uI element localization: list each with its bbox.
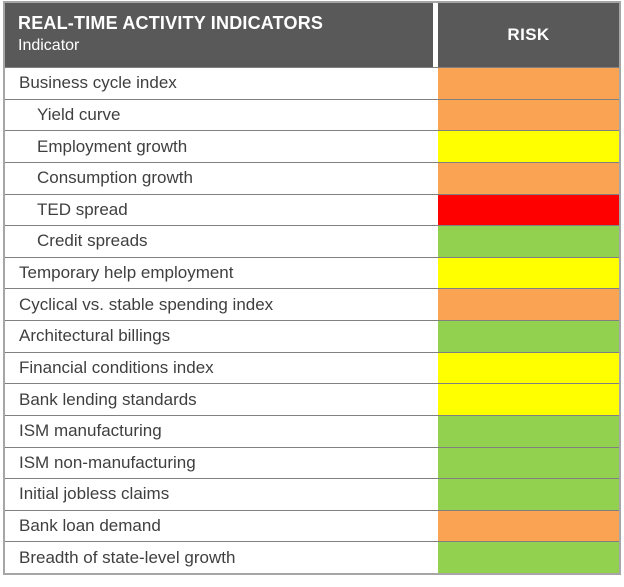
column-divider (433, 3, 438, 67)
column-divider (433, 257, 438, 289)
table-row: Bank lending standards (5, 384, 619, 416)
risk-cell (438, 289, 619, 320)
column-divider (433, 68, 438, 99)
table-row: Consumption growth (5, 162, 619, 195)
table-body: Business cycle index Yield curve Employmen… (5, 68, 619, 573)
risk-cell (438, 542, 619, 573)
indicator-label: Credit spreads (5, 226, 433, 257)
indicator-label: Architectural billings (5, 321, 433, 352)
table-row: Credit spreads (5, 226, 619, 258)
table-row: Bank loan demand (5, 510, 619, 543)
indicator-label: Consumption growth (5, 162, 433, 194)
table-row: ISM manufacturing (5, 415, 619, 448)
risk-cell (438, 352, 619, 384)
indicator-label: Yield curve (5, 99, 433, 131)
indicator-label: Breadth of state-level growth (5, 542, 433, 573)
risk-indicators-table: REAL-TIME ACTIVITY INDICATORS Indicator … (3, 1, 621, 575)
table-row: Yield curve (5, 99, 619, 132)
table-row: Business cycle index (5, 68, 619, 100)
column-divider (433, 289, 438, 320)
risk-cell (438, 479, 619, 510)
column-divider (433, 162, 438, 194)
risk-cell (438, 384, 619, 415)
indicator-label: Business cycle index (5, 68, 433, 99)
risk-cell (438, 415, 619, 447)
table-row: TED spread (5, 194, 619, 227)
column-divider (433, 542, 438, 573)
table-row: Temporary help employment (5, 257, 619, 290)
header-cell-indicator: REAL-TIME ACTIVITY INDICATORS Indicator (5, 3, 433, 67)
column-divider (433, 510, 438, 542)
table-title: REAL-TIME ACTIVITY INDICATORS (18, 13, 324, 33)
column-divider (433, 384, 438, 415)
column-divider (433, 99, 438, 131)
risk-cell (438, 510, 619, 542)
column-divider (433, 226, 438, 257)
column-divider (433, 415, 438, 447)
table-row: Employment growth (5, 131, 619, 163)
risk-cell (438, 162, 619, 194)
indicator-label: Initial jobless claims (5, 479, 433, 510)
risk-cell (438, 99, 619, 131)
indicator-label: Bank loan demand (5, 510, 433, 542)
indicator-label: Temporary help employment (5, 257, 433, 289)
column-divider (433, 321, 438, 352)
column-divider (433, 479, 438, 510)
column-header-risk: RISK (438, 3, 619, 67)
column-divider (433, 131, 438, 162)
indicator-label: ISM manufacturing (5, 415, 433, 447)
column-header-indicator: Indicator (18, 36, 80, 54)
table-row: ISM non-manufacturing (5, 447, 619, 480)
table-row: Financial conditions index (5, 352, 619, 385)
table-row: Breadth of state-level growth (5, 542, 619, 573)
risk-cell (438, 194, 619, 226)
column-divider (433, 352, 438, 384)
indicator-label: Cyclical vs. stable spending index (5, 289, 433, 320)
indicator-label: TED spread (5, 194, 433, 226)
indicator-label: ISM non-manufacturing (5, 447, 433, 479)
indicator-label: Financial conditions index (5, 352, 433, 384)
indicator-label: Bank lending standards (5, 384, 433, 415)
table-row: Cyclical vs. stable spending index (5, 289, 619, 321)
column-divider (433, 447, 438, 479)
risk-cell (438, 321, 619, 352)
table-row: Initial jobless claims (5, 479, 619, 511)
table-row: Architectural billings (5, 321, 619, 353)
risk-cell (438, 131, 619, 162)
risk-cell (438, 447, 619, 479)
column-divider (433, 194, 438, 226)
indicator-label: Employment growth (5, 131, 433, 162)
risk-cell (438, 226, 619, 257)
risk-cell (438, 257, 619, 289)
risk-cell (438, 68, 619, 99)
table-header: REAL-TIME ACTIVITY INDICATORS Indicator … (5, 3, 619, 68)
